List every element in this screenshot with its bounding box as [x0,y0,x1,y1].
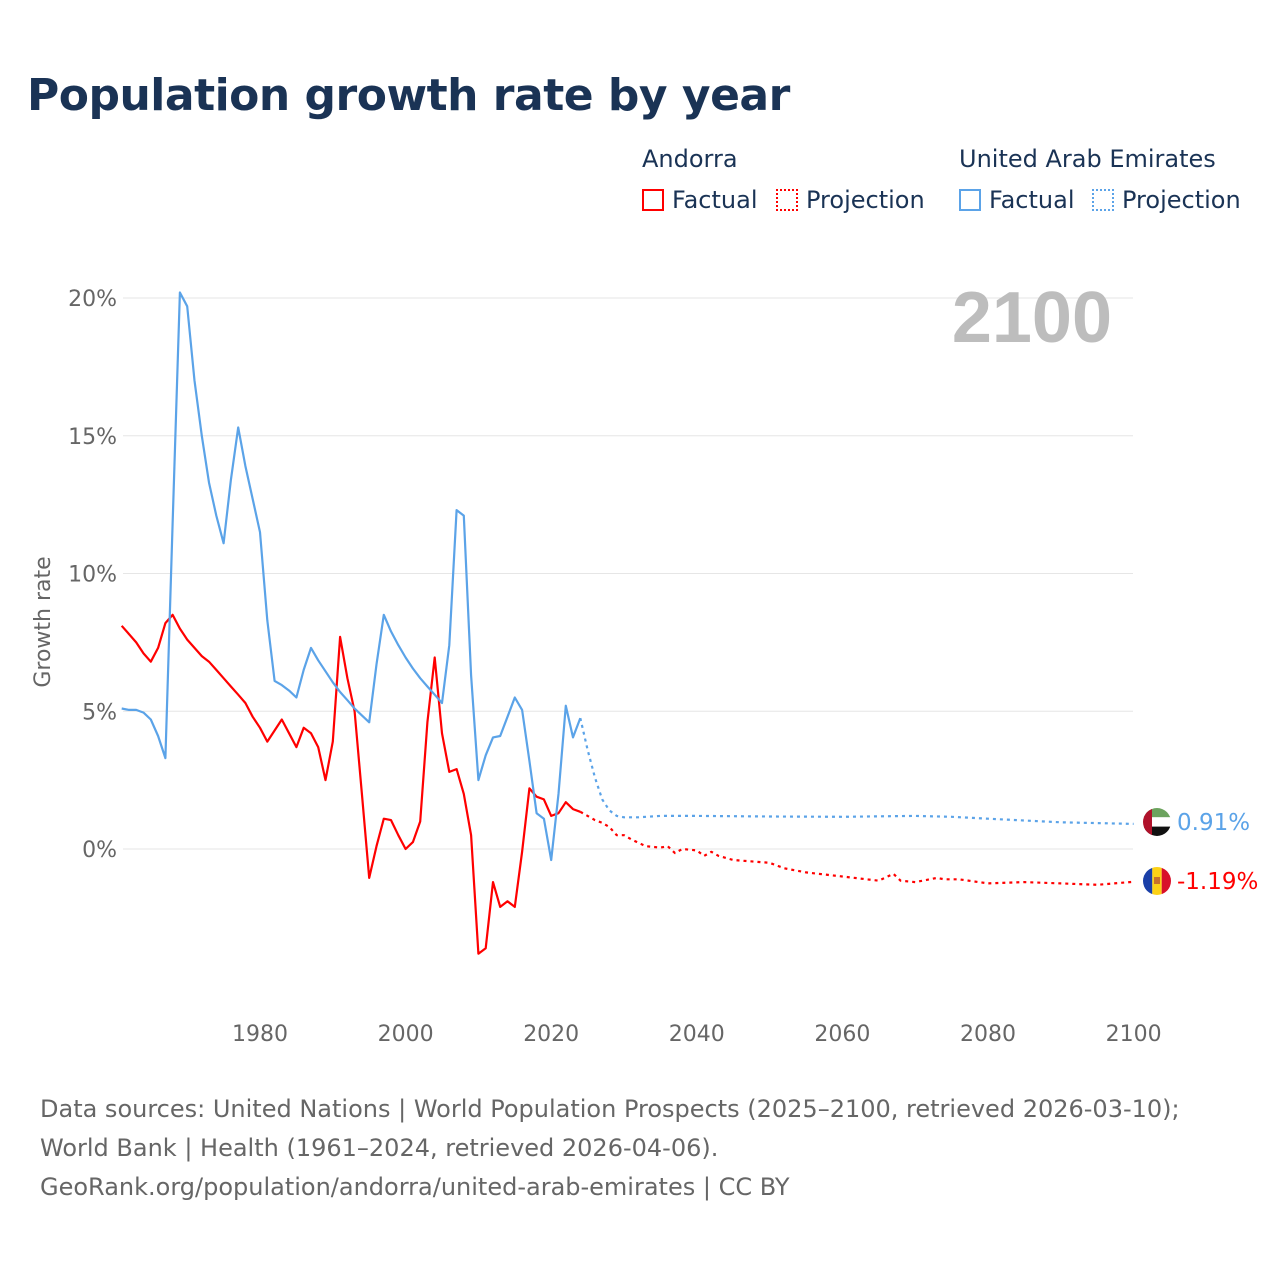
legend-uae-projection[interactable]: Projection [1092,186,1241,214]
x-tick-label: 2100 [1106,1022,1162,1047]
y-tick-label: 10% [68,563,117,588]
x-tick-label: 1980 [232,1022,288,1047]
y-tick-label: 15% [68,425,117,450]
series-line-andorra-factual [120,613,581,955]
legend-group-uae: United Arab Emirates [959,145,1216,173]
attribution-link[interactable]: GeoRank.org/population/andorra/united-ar… [40,1173,790,1201]
series-line-united-arab-emirates-factual [121,291,582,862]
legend-group-andorra: Andorra [642,145,738,173]
y-tick-label: 20% [68,287,117,312]
flag-stripe [1143,808,1171,818]
y-axis-label: Growth rate [31,556,56,687]
uae-flag-icon [1143,808,1171,836]
legend-label: Projection [806,186,925,214]
flag-stripe [1161,867,1171,895]
end-value-label: -1.19% [1177,869,1258,895]
data-sources: Data sources: United Nations | World Pop… [40,1095,1180,1162]
flag-emblem [1154,877,1160,884]
chart-title: Population growth rate by year [27,70,790,121]
legend-andorra-factual[interactable]: Factual [642,186,758,214]
andorra-flag-icon [1143,867,1171,895]
y-tick-label: 0% [82,838,117,863]
legend-label: Factual [989,186,1075,214]
legend-andorra-projection[interactable]: Projection [776,186,925,214]
legend-label: Factual [672,186,758,214]
series-line-united-arab-emirates-projection [579,717,1134,825]
y-tick-label: 5% [82,700,117,725]
legend-swatch-dotted [1092,189,1114,211]
year-watermark: 2100 [952,278,1112,358]
flag-stripe [1143,826,1171,836]
legend-uae-factual[interactable]: Factual [959,186,1075,214]
x-tick-label: 2060 [814,1022,870,1047]
x-tick-label: 2040 [669,1022,725,1047]
end-value-label: 0.91% [1177,810,1250,836]
flag-stripe [1143,817,1171,827]
source-note: Data sources: United Nations | World Pop… [40,1090,1240,1207]
legend-swatch-dotted [776,189,798,211]
legend-swatch-solid [642,189,664,211]
flag-stripe [1143,808,1152,836]
flag-body [1143,867,1171,895]
flag-stripe [1143,867,1153,895]
legend-swatch-solid [959,189,981,211]
x-tick-label: 2080 [960,1022,1016,1047]
legend-label: Projection [1122,186,1241,214]
flag-body [1143,808,1171,836]
x-tick-label: 2000 [378,1022,434,1047]
x-tick-label: 2020 [523,1022,579,1047]
